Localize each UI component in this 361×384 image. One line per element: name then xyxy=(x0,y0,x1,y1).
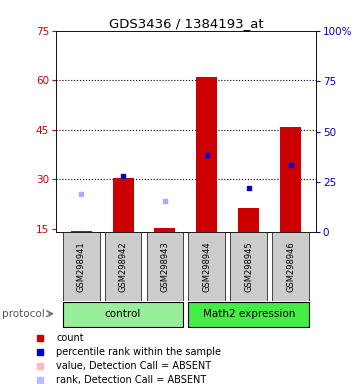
Bar xyxy=(272,232,309,301)
Bar xyxy=(113,178,134,232)
Text: GSM298942: GSM298942 xyxy=(118,242,127,292)
Text: GSM298944: GSM298944 xyxy=(203,242,212,292)
Text: rank, Detection Call = ABSENT: rank, Detection Call = ABSENT xyxy=(56,375,207,384)
Text: GSM298943: GSM298943 xyxy=(160,242,169,292)
Bar xyxy=(63,302,183,327)
Text: count: count xyxy=(56,333,84,343)
Bar xyxy=(188,232,225,301)
Bar xyxy=(147,232,183,301)
Text: value, Detection Call = ABSENT: value, Detection Call = ABSENT xyxy=(56,361,212,371)
Bar xyxy=(188,302,309,327)
Bar xyxy=(196,77,217,232)
Bar xyxy=(238,207,259,232)
Title: GDS3436 / 1384193_at: GDS3436 / 1384193_at xyxy=(109,17,263,30)
Text: Math2 expression: Math2 expression xyxy=(203,310,295,319)
Bar xyxy=(155,228,175,232)
Text: percentile rank within the sample: percentile rank within the sample xyxy=(56,347,222,357)
Bar xyxy=(280,127,301,232)
Text: GSM298946: GSM298946 xyxy=(286,242,295,292)
Text: GSM298941: GSM298941 xyxy=(77,242,86,292)
Bar xyxy=(105,232,142,301)
Bar xyxy=(63,232,100,301)
Bar xyxy=(230,232,267,301)
Bar xyxy=(71,231,92,232)
Text: protocol: protocol xyxy=(2,309,44,319)
Text: GSM298945: GSM298945 xyxy=(244,242,253,292)
Text: control: control xyxy=(105,310,141,319)
